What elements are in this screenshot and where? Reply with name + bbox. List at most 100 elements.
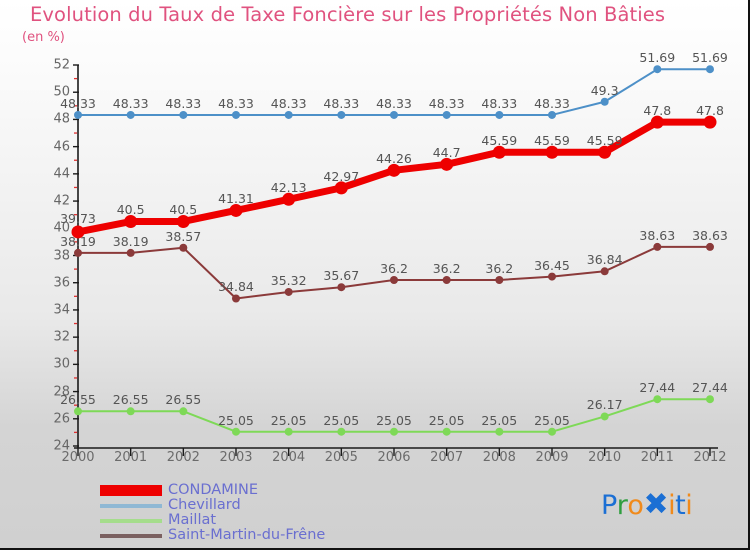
legend-item-condamine[interactable]: CONDAMINE <box>100 483 325 498</box>
data-point-label: 48.33 <box>112 95 149 111</box>
x-axis-tick-label: 2007 <box>430 450 464 465</box>
y-axis-tick-label: 44 <box>53 166 70 182</box>
x-axis-tick-label: 2011 <box>640 450 674 465</box>
legend-item-label: Saint-Martin-du-Frêne <box>168 527 326 543</box>
series-chevillard <box>74 65 714 119</box>
data-point <box>284 427 293 436</box>
data-point <box>653 65 662 74</box>
data-point <box>442 427 451 436</box>
data-point <box>387 163 401 177</box>
data-point <box>337 427 346 436</box>
data-point <box>284 110 293 119</box>
data-point-label: 38.19 <box>60 233 96 249</box>
data-point-label: 34.84 <box>218 279 254 295</box>
legend-item-label: Maillat <box>168 512 217 528</box>
data-point <box>232 110 240 119</box>
data-point-label: 25.05 <box>376 412 412 428</box>
data-point <box>337 110 346 119</box>
data-point <box>74 248 82 257</box>
legend-item-label: CONDAMINE <box>168 482 259 498</box>
data-point-label: 40.5 <box>169 202 198 218</box>
data-point <box>495 110 504 119</box>
data-point <box>548 272 556 281</box>
data-point <box>126 110 135 119</box>
data-point <box>653 395 662 404</box>
data-point-label: 25.05 <box>218 412 254 428</box>
x-axis-tick-label: 2009 <box>535 450 569 465</box>
x-axis-tick-label: 2001 <box>114 450 148 465</box>
data-point <box>442 110 451 119</box>
data-point <box>492 145 506 159</box>
data-point <box>282 192 296 206</box>
data-point-label: 42.97 <box>323 168 360 184</box>
y-axis-tick-label: 46 <box>53 139 70 155</box>
data-point <box>390 110 398 119</box>
data-point-label: 25.05 <box>323 412 360 428</box>
data-point <box>229 203 243 217</box>
x-axis-tick-label: 2005 <box>324 450 358 465</box>
x-axis-tick-label: 2002 <box>166 450 200 465</box>
data-point-label: 47.8 <box>643 103 672 119</box>
data-point-label: 36.2 <box>380 260 408 276</box>
data-point-label: 48.33 <box>376 95 412 111</box>
x-axis-ticks <box>77 448 711 456</box>
data-point <box>548 427 556 436</box>
data-point <box>600 412 609 421</box>
data-point-label: 45.59 <box>534 133 570 149</box>
data-point <box>124 214 138 228</box>
data-point-label: 44.7 <box>432 145 461 161</box>
data-point <box>442 275 451 284</box>
data-point-label: 36.2 <box>485 260 514 276</box>
data-point <box>284 287 293 296</box>
data-point-label: 26.55 <box>165 392 202 408</box>
logo-letter: P <box>601 490 617 521</box>
proxiti-logo: Pro✖iti <box>601 487 693 522</box>
legend-color-swatch <box>100 533 162 538</box>
data-point <box>600 267 609 276</box>
data-point <box>548 110 556 119</box>
data-point <box>179 243 188 252</box>
page-title: Evolution du Taux de Taxe Foncière sur l… <box>30 3 666 26</box>
data-point <box>179 407 188 416</box>
x-axis-tick-label: 2000 <box>61 450 95 465</box>
data-point-label: 51.69 <box>639 50 676 66</box>
x-axis-tick-label: 2008 <box>482 450 516 465</box>
data-point <box>703 115 717 129</box>
legend-item-maillat[interactable]: Maillat <box>100 513 325 528</box>
data-point <box>71 225 85 239</box>
data-point-label: 35.32 <box>270 272 307 288</box>
data-point-label: 40.5 <box>116 202 145 218</box>
data-point <box>440 157 454 171</box>
data-point-label: 27.44 <box>639 380 676 396</box>
legend-item-saint-martin-du-fr-ne[interactable]: Saint-Martin-du-Frêne <box>100 528 325 543</box>
data-point-label: 48.33 <box>218 95 254 111</box>
y-axis-tick-label: 34 <box>53 302 70 318</box>
data-point-label: 39.73 <box>60 210 96 226</box>
data-point <box>390 275 398 284</box>
data-point <box>74 110 82 119</box>
data-point-label: 51.69 <box>692 50 728 66</box>
data-point-label: 48.33 <box>270 95 307 111</box>
data-point-label: 25.05 <box>534 412 570 428</box>
data-point-label: 36.2 <box>432 260 461 276</box>
logo-letter: i <box>685 490 693 521</box>
legend-item-chevillard[interactable]: Chevillard <box>100 498 325 513</box>
data-point-label: 27.44 <box>692 380 728 396</box>
data-point-label: 48.33 <box>60 95 96 111</box>
data-point <box>653 242 662 251</box>
y-axis-tick-label: 24 <box>53 438 70 454</box>
y-axis-tick-label: 52 <box>53 57 70 73</box>
x-axis-tick-label: 2004 <box>272 450 306 465</box>
y-axis-tick-label: 42 <box>53 193 70 209</box>
data-point-label: 42.13 <box>270 180 307 196</box>
series-condamine <box>71 115 717 239</box>
x-axis-tick-label: 2006 <box>377 450 411 465</box>
data-point-label: 25.05 <box>481 412 518 428</box>
data-point <box>232 427 240 436</box>
y-axis-tick-label: 26 <box>53 411 70 427</box>
data-point <box>337 283 346 292</box>
data-point-label: 38.57 <box>165 228 202 244</box>
chart-legend: CONDAMINE Chevillard Maillat Saint-Martin-d… <box>100 483 325 543</box>
y-axis-tick-label: 28 <box>53 384 70 400</box>
